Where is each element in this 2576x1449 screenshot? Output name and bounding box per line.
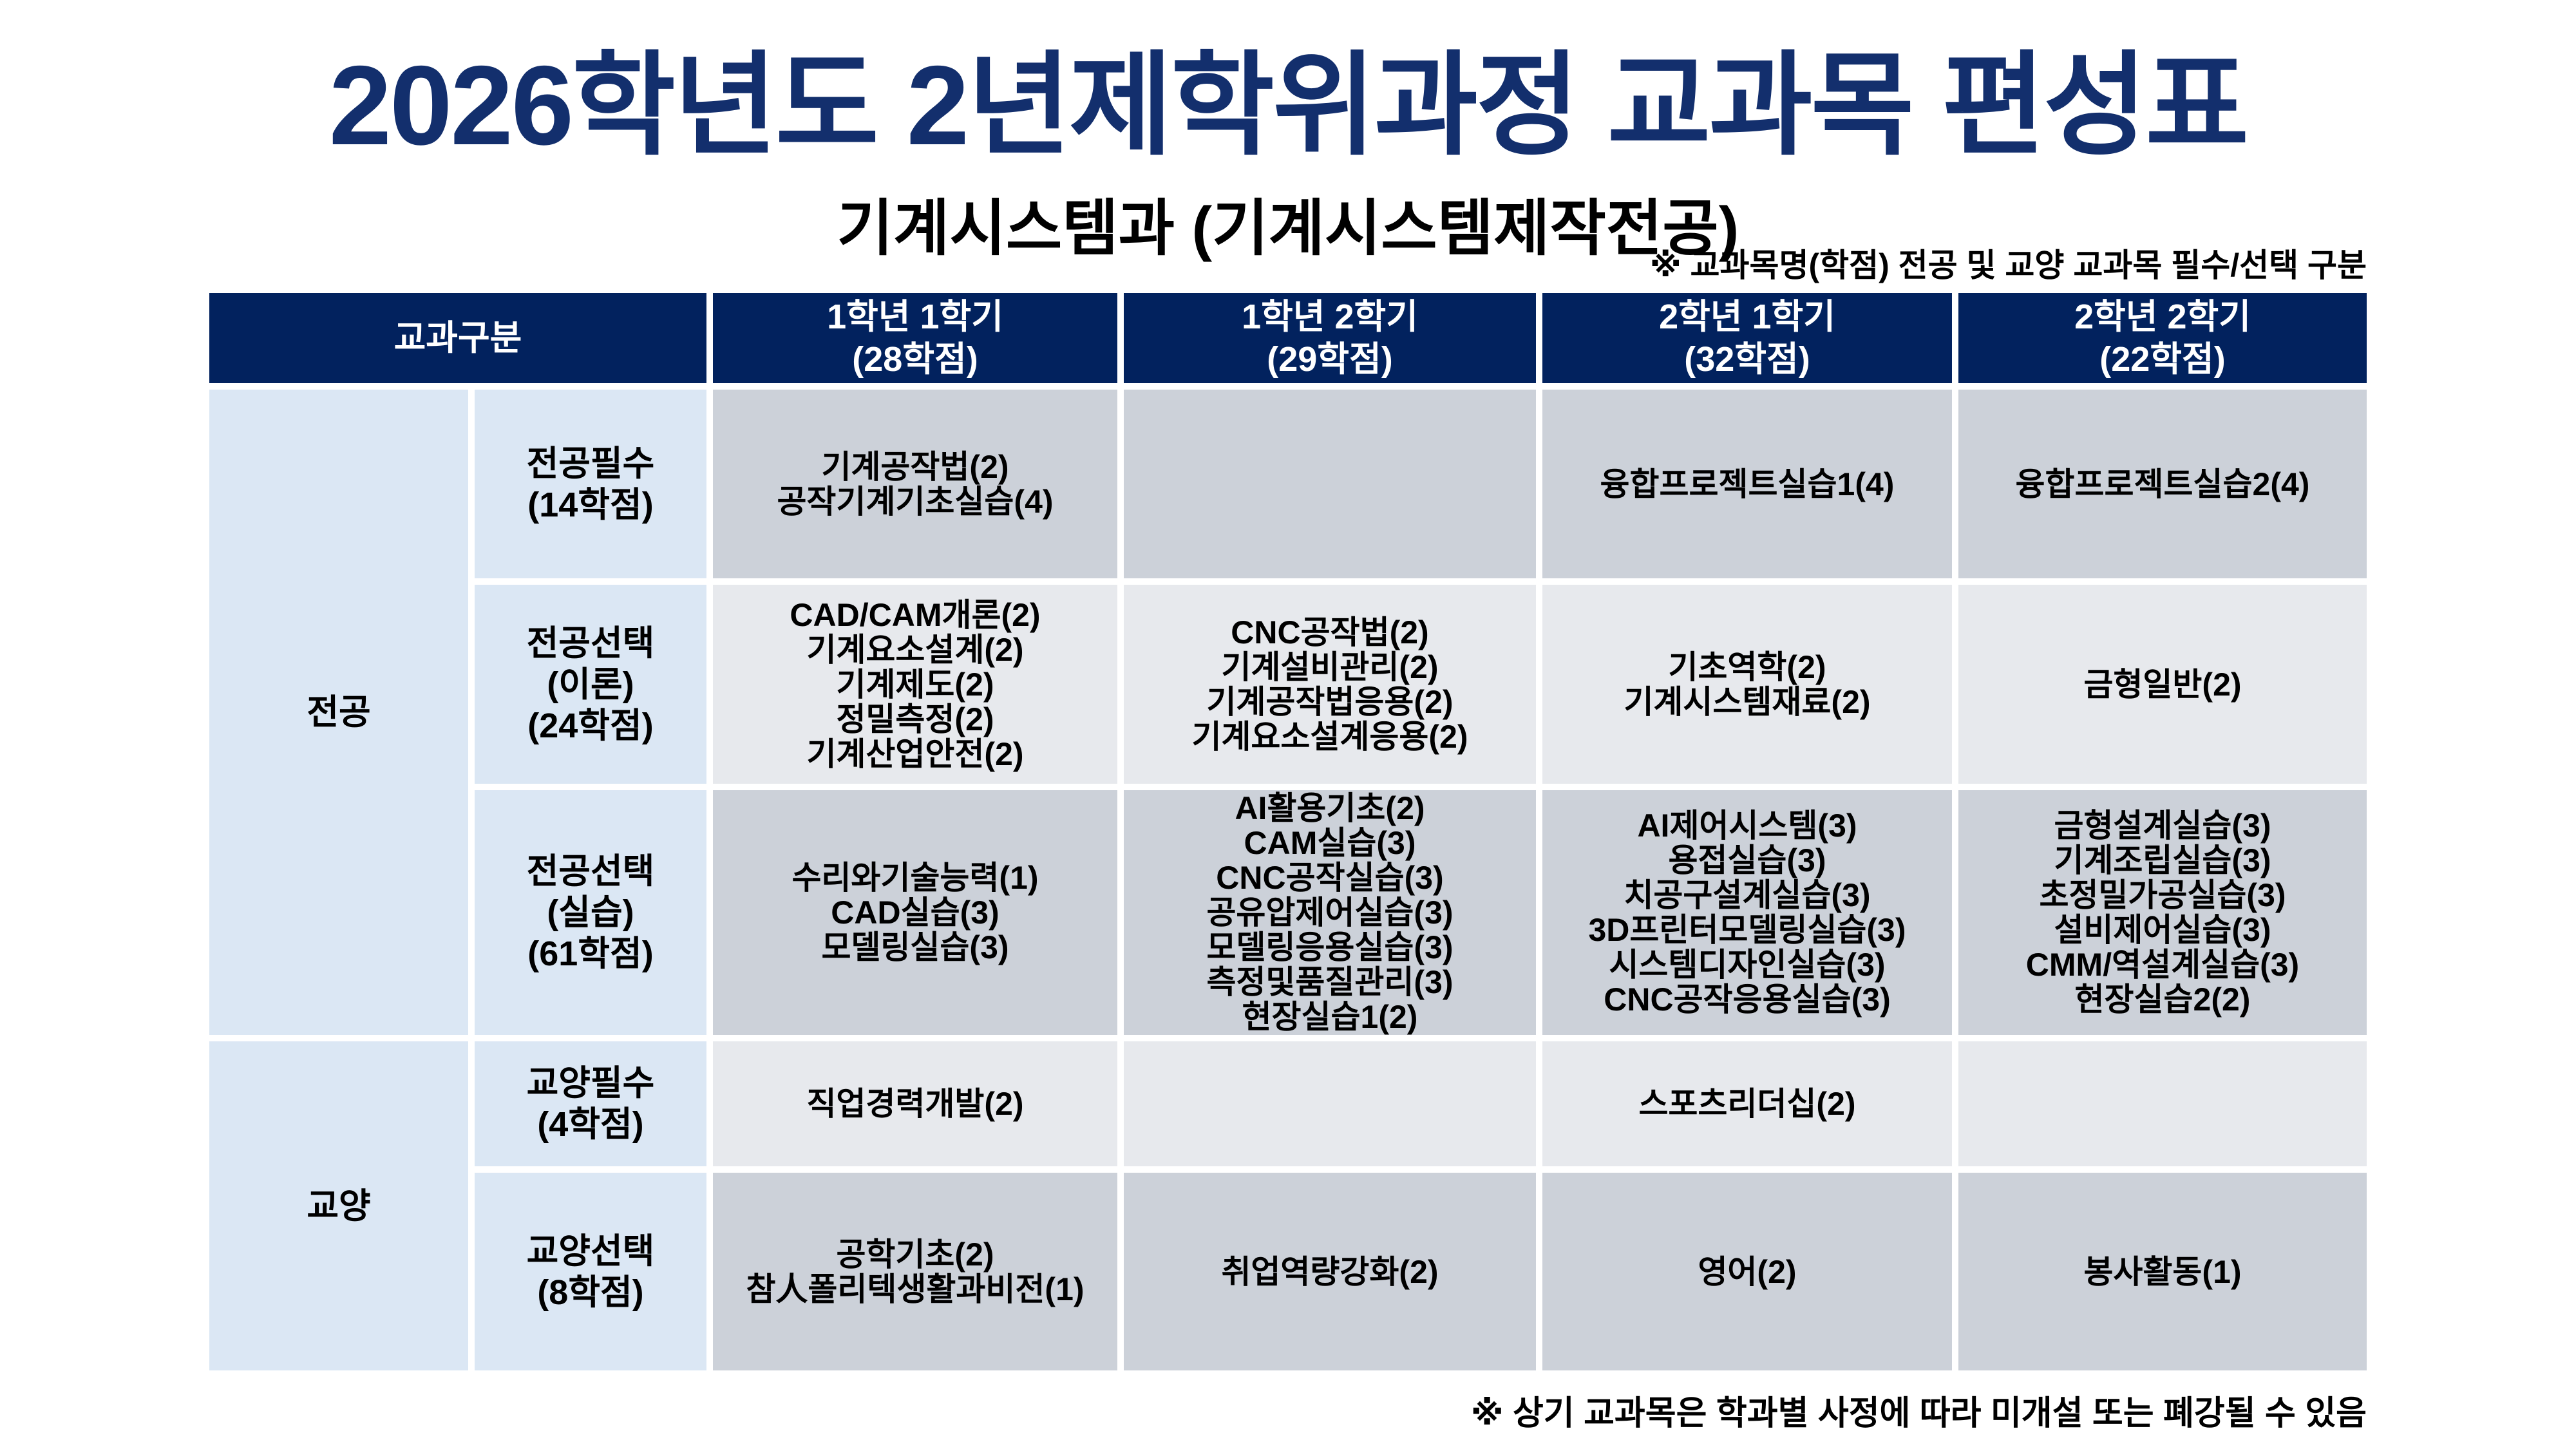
course-cell-r3-c4: 금형설계실습(3) 기계조립실습(3) 초정밀가공실습(3) 설비제어실습(3)…: [1958, 790, 2367, 1035]
disclaimer-note: ※ 상기 교과목은 학과별 사정에 따라 미개설 또는 폐강될 수 있음: [1470, 1395, 2367, 1432]
column-header-sem2-1: 2학년 1학기 (32학점): [1542, 293, 1952, 383]
course-cell-r3-c1: 수리와기술능력(1) CAD실습(3) 모델링실습(3): [713, 790, 1117, 1035]
category-cell-liberal-required: 교양필수 (4학점): [475, 1041, 706, 1166]
course-cell-r1-c2: [1124, 390, 1536, 578]
course-cell-r2-c2: CNC공작법(2) 기계설비관리(2) 기계공작법응용(2) 기계요소설계응용(…: [1124, 585, 1536, 784]
group-cell-major: 전공: [209, 390, 468, 1035]
course-cell-r5-c2: 취업역량강화(2): [1124, 1173, 1536, 1370]
column-header-sem1-2: 1학년 2학기 (29학점): [1124, 293, 1536, 383]
course-cell-r5-c3: 영어(2): [1542, 1173, 1952, 1370]
course-cell-r1-c1: 기계공작법(2) 공작기계기초실습(4): [713, 390, 1117, 578]
legend-note: ※ 교과목명(학점) 전공 및 교양 교과목 필수/선택 구분: [1649, 247, 2367, 283]
category-cell-major-elective-theory: 전공선택 (이론) (24학점): [475, 585, 706, 784]
course-cell-r2-c4: 금형일반(2): [1958, 585, 2367, 784]
category-cell-major-required: 전공필수 (14학점): [475, 390, 706, 578]
corner-header-cell: 교과구분: [209, 293, 706, 383]
curriculum-table: 교과구분 1학년 1학기 (28학점) 1학년 2학기 (29학점) 2학년 1…: [209, 293, 2367, 1370]
course-cell-r1-c3: 융합프로젝트실습1(4): [1542, 390, 1952, 578]
column-header-sem2-2: 2학년 2학기 (22학점): [1958, 293, 2367, 383]
course-cell-r1-c4: 융합프로젝트실습2(4): [1958, 390, 2367, 578]
course-cell-r5-c4: 봉사활동(1): [1958, 1173, 2367, 1370]
page-title: 2026학년도 2년제학위과정 교과목 편성표: [328, 43, 2249, 169]
course-cell-r5-c1: 공학기초(2) 참人폴리텍생활과비전(1): [713, 1173, 1117, 1370]
course-cell-r4-c1: 직업경력개발(2): [713, 1041, 1117, 1166]
course-cell-r4-c3: 스포츠리더십(2): [1542, 1041, 1952, 1166]
category-cell-major-elective-practice: 전공선택 (실습) (61학점): [475, 790, 706, 1035]
course-cell-r3-c2: AI활용기초(2) CAM실습(3) CNC공작실습(3) 공유압제어실습(3)…: [1124, 790, 1536, 1035]
column-header-sem1-1: 1학년 1학기 (28학점): [713, 293, 1117, 383]
course-cell-r4-c4: [1958, 1041, 2367, 1166]
course-cell-r3-c3: AI제어시스템(3) 용접실습(3) 치공구설계실습(3) 3D프린터모델링실습…: [1542, 790, 1952, 1035]
course-cell-r2-c1: CAD/CAM개론(2) 기계요소설계(2) 기계제도(2) 정밀측정(2) 기…: [713, 585, 1117, 784]
course-cell-r2-c3: 기초역학(2) 기계시스템재료(2): [1542, 585, 1952, 784]
course-cell-r4-c2: [1124, 1041, 1536, 1166]
group-cell-liberal: 교양: [209, 1041, 468, 1370]
page-subtitle: 기계시스템과 (기계시스템제작전공): [837, 194, 1739, 263]
category-cell-liberal-elective: 교양선택 (8학점): [475, 1173, 706, 1370]
